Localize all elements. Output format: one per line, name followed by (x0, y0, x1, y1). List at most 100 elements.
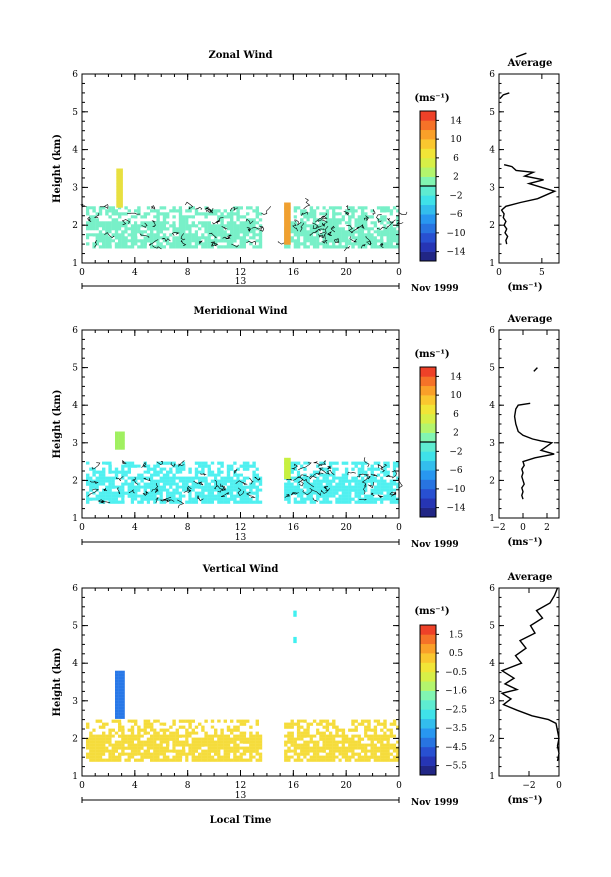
data-cell (150, 737, 154, 741)
data-cell (335, 212, 339, 216)
data-cell (130, 461, 135, 465)
data-cell (140, 746, 144, 750)
data-cell (98, 743, 103, 747)
data-cell (89, 218, 93, 222)
data-cell (396, 215, 400, 219)
data-cell (169, 749, 173, 753)
data-cell (284, 217, 288, 221)
data-cell (360, 227, 365, 231)
data-cell (194, 245, 199, 249)
data-cell (178, 464, 183, 468)
data-cell (118, 746, 122, 750)
data-cell (312, 242, 317, 246)
data-cell (102, 746, 106, 750)
data-cell (162, 473, 167, 477)
data-cell (367, 746, 371, 750)
data-cell (159, 467, 163, 471)
contour-line (151, 205, 156, 210)
data-cell (111, 758, 115, 762)
data-cell (370, 215, 374, 219)
data-cell (134, 737, 138, 741)
data-cell (322, 245, 326, 249)
data-cell (258, 467, 263, 471)
contour-line (100, 204, 109, 209)
data-cell (249, 236, 253, 240)
data-cell (130, 485, 135, 489)
data-cell (214, 230, 218, 234)
data-cell (89, 215, 93, 219)
data-cell (194, 230, 199, 234)
data-cell (204, 224, 208, 228)
data-cell (335, 245, 339, 249)
data-cell (121, 209, 125, 213)
data-cell (354, 752, 358, 756)
contour-line (317, 460, 327, 467)
data-cell (191, 719, 195, 723)
data-cell (175, 485, 179, 489)
data-cell (242, 734, 247, 738)
data-cell (223, 239, 227, 243)
x-tick-label: 20 (340, 523, 352, 533)
data-cell (360, 236, 365, 240)
data-cell (191, 236, 195, 240)
data-cell (367, 221, 371, 225)
data-cell (92, 728, 96, 732)
data-cell (338, 755, 342, 759)
contour-line (346, 204, 351, 211)
data-cell (130, 491, 135, 495)
contour-line (321, 215, 328, 220)
data-cell (312, 491, 317, 495)
data-cell (159, 746, 163, 750)
data-cell (255, 227, 259, 231)
colorbar-swatch (420, 488, 436, 499)
data-cell (150, 239, 154, 243)
data-cell (392, 206, 397, 210)
data-cell (214, 731, 218, 735)
colorbar-swatch (420, 625, 436, 635)
data-cell (364, 749, 368, 753)
data-cell (332, 206, 336, 210)
data-cell (182, 476, 186, 480)
data-cell (380, 746, 384, 750)
data-cell (284, 485, 288, 489)
data-cell (201, 464, 205, 468)
data-cell (335, 725, 339, 729)
data-cell (102, 737, 106, 741)
data-cell (153, 737, 157, 741)
data-cell (140, 221, 144, 225)
data-cell (370, 737, 374, 741)
data-cell (159, 461, 163, 465)
data-cell (389, 740, 394, 744)
data-cell (258, 218, 263, 222)
data-cell (328, 215, 333, 219)
data-cell (239, 500, 243, 504)
data-region (80, 201, 272, 250)
data-cell (223, 233, 227, 237)
data-cell (230, 221, 234, 225)
data-cell (380, 242, 384, 246)
data-cell (162, 740, 167, 744)
data-cell (383, 479, 387, 483)
data-cell (146, 725, 151, 729)
data-cell (290, 725, 294, 729)
data-cell (201, 467, 205, 471)
contour-line (311, 222, 319, 229)
data-cell (344, 473, 349, 477)
data-cell (194, 476, 199, 480)
data-cell (223, 485, 227, 489)
data-cell (383, 236, 387, 240)
colorbar-swatch (420, 367, 436, 377)
data-cell (255, 731, 259, 735)
data-cell (121, 752, 125, 756)
data-cell (127, 734, 131, 738)
data-cell (156, 485, 160, 489)
data-cell (306, 746, 310, 750)
colorbar-swatch (420, 653, 436, 663)
data-cell (102, 740, 106, 744)
data-cell (386, 731, 390, 735)
data-cell (255, 482, 259, 486)
data-cell (319, 746, 323, 750)
data-cell (156, 470, 160, 474)
data-cell (360, 242, 365, 246)
data-cell (332, 227, 336, 231)
